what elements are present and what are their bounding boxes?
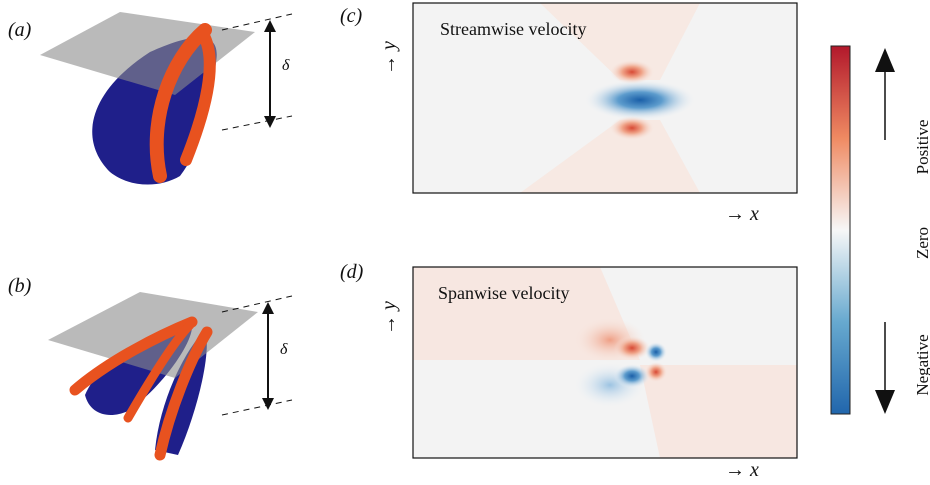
vortex-tube — [154, 326, 213, 461]
axis-label: → y — [378, 41, 400, 75]
colorbar-label: Positive — [913, 120, 930, 175]
field-title: Spanwise velocity — [438, 283, 569, 303]
dashed-line — [221, 115, 293, 131]
field-frame — [412, 2, 798, 194]
axis-label: → x — [725, 203, 759, 225]
vortex-tube — [123, 320, 195, 423]
axis-label: → x — [725, 459, 759, 481]
dashed-line — [221, 399, 293, 416]
vortex-tube — [69, 316, 198, 396]
field-blob — [614, 364, 650, 388]
panel-label: (d) — [340, 261, 364, 283]
panel-c: (c) Streamwise velocity → y → x — [340, 2, 798, 225]
field-blob — [585, 80, 695, 120]
panel-label: (c) — [340, 5, 363, 27]
dashed-line — [221, 13, 293, 31]
delta-label: δ — [282, 57, 290, 74]
colorbar-label: Zero — [913, 227, 930, 259]
dashed-line — [221, 295, 293, 313]
field-blob — [645, 362, 667, 382]
delta-label: δ — [280, 341, 288, 358]
panel-b: (b) δ — [8, 275, 293, 461]
arrowhead — [875, 48, 895, 72]
vortex-tube — [180, 28, 216, 166]
panel-label: (a) — [8, 19, 32, 41]
field-blob — [614, 336, 650, 360]
arrowhead — [875, 390, 895, 414]
panel-d: (d) Spanwise velocity → y → x — [340, 261, 798, 481]
panel-a: (a) δ — [8, 12, 293, 185]
field-region — [640, 365, 797, 458]
colorbar-label: Negative — [913, 334, 930, 395]
plane — [40, 12, 255, 95]
field-frame — [412, 266, 798, 459]
panel-label: (b) — [8, 275, 32, 297]
field-blob — [610, 60, 654, 84]
field-blob — [610, 116, 654, 140]
field-region — [520, 120, 700, 193]
field-blob — [645, 342, 667, 362]
colorbar-gradient — [830, 45, 851, 415]
axis-label: → y — [378, 301, 400, 335]
field-title: Streamwise velocity — [440, 19, 586, 39]
vortex-tube — [149, 23, 212, 183]
colorbar: Positive Zero Negative — [830, 45, 930, 415]
field-region — [540, 3, 700, 80]
